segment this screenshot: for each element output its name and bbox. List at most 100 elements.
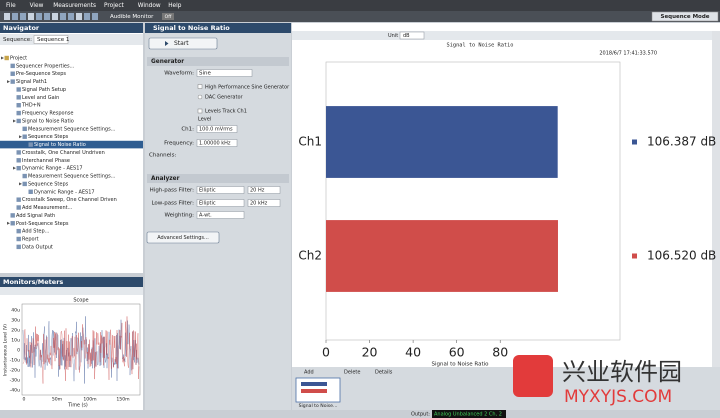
menu-item[interactable]: Measurements — [53, 3, 96, 9]
tree-item[interactable]: Dynamic Range - AES17 — [22, 166, 83, 172]
details-button[interactable]: Details — [375, 370, 393, 376]
field-value: 1.00000 kHz — [199, 141, 231, 147]
toolbar-icon[interactable] — [12, 13, 18, 20]
tree-icon — [16, 150, 21, 155]
tree-icon — [16, 228, 21, 234]
tree-toggle[interactable] — [1, 56, 4, 60]
menu-item[interactable]: View — [30, 3, 44, 9]
tree-item[interactable]: Crosstalk, One Channel Undriven — [22, 150, 105, 156]
tree-item[interactable]: Level and Gain — [22, 95, 59, 101]
tree-item[interactable]: Project — [10, 56, 27, 62]
toolbar-icon[interactable] — [44, 13, 50, 20]
tree-item[interactable]: Sequence Steps — [28, 134, 69, 140]
field[interactable] — [196, 125, 238, 133]
tree-item[interactable]: Measurement Sequence Settings... — [28, 126, 116, 132]
scope-trace — [22, 316, 140, 384]
tree-icon — [4, 55, 9, 61]
thumbnail-icon-bar — [301, 389, 327, 393]
menu-item[interactable]: File — [6, 3, 16, 9]
start-button[interactable] — [148, 37, 218, 50]
advanced-button[interactable] — [146, 231, 220, 244]
field[interactable] — [247, 186, 281, 194]
thumbnail-caption[interactable]: Signal to Noise... — [299, 403, 338, 409]
tree-item[interactable]: Pre-Sequence Steps — [16, 71, 66, 77]
analyzer-header — [147, 174, 289, 183]
toolbar-icon[interactable] — [68, 13, 74, 20]
menu-item[interactable]: Project — [104, 3, 125, 9]
tree-item[interactable]: Signal to Noise Ratio — [34, 142, 86, 148]
toolbar-icon[interactable] — [84, 13, 90, 20]
tree-icon — [16, 165, 21, 171]
unit-value: dB — [403, 33, 410, 39]
toolbar-icon[interactable] — [92, 13, 98, 20]
tree-icon — [16, 95, 21, 100]
add-button[interactable]: Add — [304, 370, 314, 376]
checkbox[interactable] — [197, 84, 203, 89]
scope-y-tick: -20u — [10, 368, 21, 374]
tree-item[interactable]: Add Signal Path — [16, 213, 55, 219]
toolbar-icon[interactable] — [76, 13, 82, 20]
dropdown[interactable] — [196, 69, 253, 77]
tree-toggle[interactable] — [13, 166, 16, 170]
tree-item[interactable]: Interchannel Phase — [22, 158, 70, 164]
tree-toggle[interactable] — [19, 135, 22, 139]
tree-toggle[interactable] — [19, 182, 22, 186]
generator-header — [147, 57, 289, 66]
field-value: A-wt. — [199, 213, 212, 219]
tree-icon — [16, 87, 21, 92]
button-label[interactable]: Advanced Settings... — [157, 235, 209, 241]
toolbar-icon[interactable] — [36, 13, 42, 20]
toolbar-icon[interactable] — [28, 13, 34, 20]
tree-item[interactable]: Sequencer Properties... — [16, 63, 75, 69]
field-label: Weighting: — [164, 213, 194, 219]
dropdown[interactable] — [196, 186, 245, 194]
dropdown[interactable] — [399, 31, 425, 40]
field[interactable] — [196, 139, 238, 147]
mode-dropdown[interactable] — [651, 11, 719, 22]
tree-item[interactable]: Add Step... — [22, 229, 50, 235]
tree-item[interactable]: Data Output — [22, 244, 53, 250]
delete-button[interactable]: Delete — [344, 370, 360, 376]
tree-item[interactable]: Signal to Noise Ratio — [22, 118, 74, 124]
bar — [326, 106, 558, 178]
tree-item[interactable]: Signal Path1 — [16, 79, 47, 85]
tree-icon — [16, 158, 21, 163]
tree-icon — [22, 181, 27, 187]
toolbar-icon[interactable] — [52, 13, 58, 20]
checkbox[interactable] — [197, 108, 203, 114]
menu-item[interactable]: Help — [168, 3, 182, 9]
section-title: Generator — [151, 59, 184, 65]
unit-label: Unit — [388, 33, 398, 39]
tree-item[interactable]: THD+N — [21, 103, 41, 109]
dropdown[interactable] — [196, 199, 245, 207]
sequence-dropdown[interactable] — [33, 35, 69, 44]
dropdown[interactable] — [196, 211, 245, 219]
radio-label: DAC Generator — [205, 95, 244, 101]
radio[interactable] — [197, 94, 203, 100]
tree-item[interactable]: Post-Sequence Steps — [16, 221, 69, 227]
tree-toggle[interactable] — [7, 80, 10, 84]
tree-item[interactable]: Measurement Sequence Settings... — [28, 174, 116, 180]
tree-item[interactable]: Sequence Steps — [28, 181, 69, 187]
toolbar-icon[interactable] — [20, 13, 26, 20]
tree-item[interactable]: Add Measurement... — [22, 205, 73, 211]
tree-item[interactable]: Report — [22, 237, 39, 243]
chart-title: Signal to Noise Ratio — [447, 43, 514, 49]
tree-item[interactable]: Signal Path Setup — [22, 87, 66, 93]
tree-item[interactable]: Frequency Response — [22, 111, 73, 117]
settings-header — [145, 23, 291, 33]
tree-item[interactable]: Crosstalk Sweep, One Channel Driven — [22, 197, 117, 203]
scope-y-tick: -10u — [10, 358, 21, 364]
tree-toggle[interactable] — [13, 119, 16, 123]
tree-toggle[interactable] — [7, 221, 10, 225]
start-label[interactable]: Start — [174, 40, 189, 47]
tree-icon — [16, 118, 21, 124]
scrollbar — [712, 31, 720, 367]
tree-item[interactable]: Dynamic Range - AES17 — [34, 189, 95, 195]
menu-item[interactable]: Window — [138, 3, 161, 9]
field[interactable] — [247, 199, 281, 207]
toolbar-icon[interactable] — [4, 13, 10, 20]
toolbar-icon[interactable] — [60, 13, 66, 20]
audible-monitor: Audible Monitor — [110, 14, 154, 20]
sequence-label: Sequence: — [3, 37, 32, 43]
